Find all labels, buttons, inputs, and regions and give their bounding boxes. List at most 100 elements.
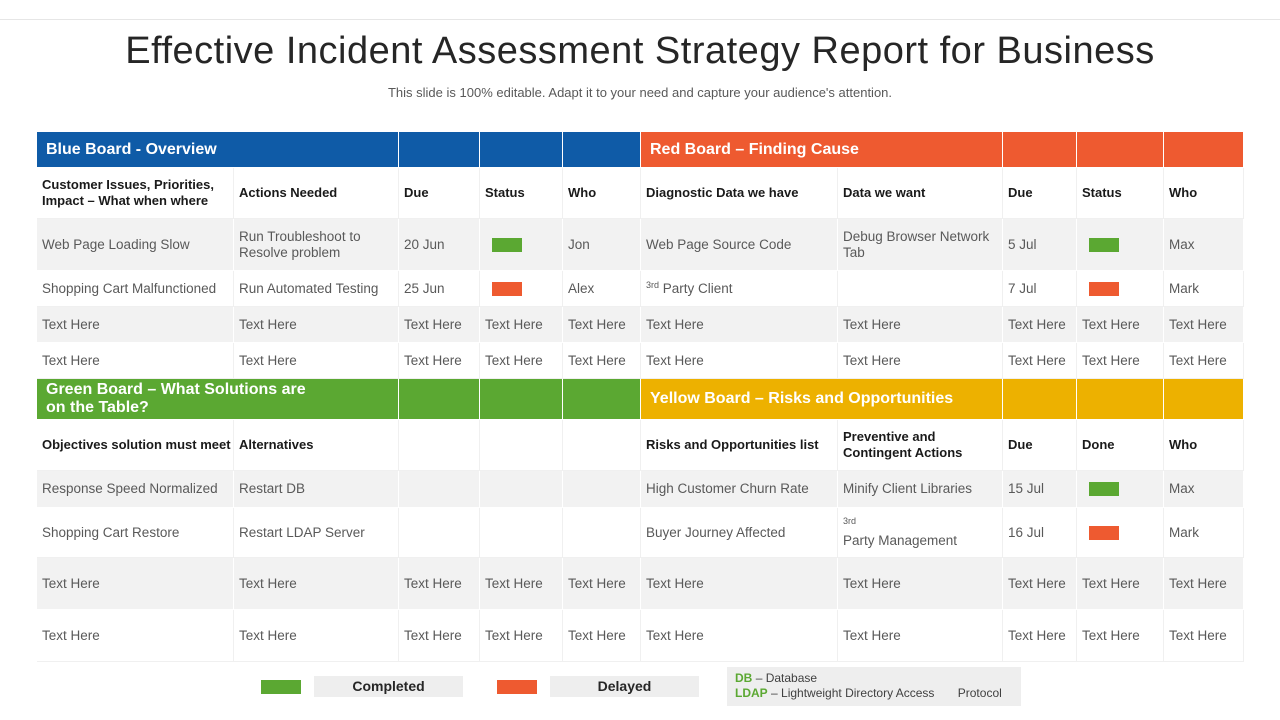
yellow-board-header: Yellow Board – Risks and Opportunities [641,379,1003,420]
table-cell: Run Troubleshoot to Resolve problem [234,219,399,271]
table-cell [838,271,1003,307]
empty-cell [563,420,641,471]
placeholder-cell: Text Here [641,610,838,662]
page-subtitle: This slide is 100% editable. Adapt it to… [387,85,893,100]
status-indicator [1089,482,1119,496]
table-cell: 3rd Party Client [641,271,838,307]
blue-board-header: Blue Board - Overview [37,132,399,168]
table-cell [1077,508,1164,558]
yellow-board-header-cell [1164,379,1244,420]
placeholder-cell: Text Here [1164,343,1244,379]
blue-board-header-cell [563,132,641,168]
table-cell [1077,219,1164,271]
placeholder-cell: Text Here [480,610,563,662]
table-cell: Minify Client Libraries [838,471,1003,508]
table-cell: Restart LDAP Server [234,508,399,558]
placeholder-cell: Text Here [1003,558,1077,610]
table-cell: High Customer Churn Rate [641,471,838,508]
green-board-header-cell [480,379,563,420]
table-cell: Mark [1164,271,1244,307]
table-cell: 25 Jun [399,271,480,307]
column-header-who: Who [563,168,641,219]
placeholder-cell: Text Here [399,307,480,343]
placeholder-cell: Text Here [838,343,1003,379]
empty-cell [563,508,641,558]
column-header-objectives: Objectives solution must meet [37,420,234,471]
column-header-due: Due [399,168,480,219]
legend-completed-swatch [261,680,301,694]
status-indicator [492,237,522,252]
column-header-status: Status [480,168,563,219]
status-indicator [1089,237,1119,252]
table-cell: 5 Jul [1003,219,1077,271]
table-cell: Shopping Cart Restore [37,508,234,558]
placeholder-cell: Text Here [234,558,399,610]
table-cell: 20 Jun [399,219,480,271]
table-cell [480,219,563,271]
cell-text: Party Management [843,532,958,548]
table-cell [480,271,563,307]
table-cell: Alex [563,271,641,307]
placeholder-cell: Text Here [1164,558,1244,610]
placeholder-cell: Text Here [399,610,480,662]
table-cell [1077,471,1164,508]
top-divider [0,19,1280,20]
yellow-board-header-cell [1077,379,1164,420]
placeholder-cell: Text Here [563,307,641,343]
placeholder-cell: Text Here [399,558,480,610]
placeholder-cell: Text Here [480,307,563,343]
placeholder-cell: Text Here [234,343,399,379]
placeholder-cell: Text Here [838,558,1003,610]
placeholder-cell: Text Here [399,343,480,379]
placeholder-cell: Text Here [641,343,838,379]
column-header-due-2: Due [1003,168,1077,219]
status-indicator [492,281,522,296]
table-cell: Max [1164,219,1244,271]
column-header-who-2: Who [1164,168,1244,219]
table-cell: Max [1164,471,1244,508]
column-header-due-3: Due [1003,420,1077,471]
column-header-preventive: Preventive and Contingent Actions [838,420,1003,471]
status-indicator [1089,281,1119,296]
column-header-issues: Customer Issues, Priorities, Impact – Wh… [37,168,234,219]
placeholder-cell: Text Here [1003,610,1077,662]
empty-cell [399,420,480,471]
abbreviation-ldap: LDAP – Lightweight Directory Access Prot… [735,686,1002,700]
blue-board-header-cell [480,132,563,168]
table-cell: Restart DB [234,471,399,508]
placeholder-cell: Text Here [37,610,234,662]
yellow-board-header-cell [1003,379,1077,420]
red-board-header-cell [1003,132,1077,168]
placeholder-cell: Text Here [37,307,234,343]
red-board-header: Red Board – Finding Cause [641,132,1003,168]
cell-text: Party Client [659,280,733,296]
table-cell: Response Speed Normalized [37,471,234,508]
placeholder-cell: Text Here [1164,307,1244,343]
abbreviations-box: DB – Database LDAP – Lightweight Directo… [727,667,1021,706]
table-cell: 15 Jul [1003,471,1077,508]
table-cell: Shopping Cart Malfunctioned [37,271,234,307]
green-board-header-cell [563,379,641,420]
empty-cell [563,471,641,508]
placeholder-cell: Text Here [37,558,234,610]
column-header-diagnostic-data: Diagnostic Data we have [641,168,838,219]
column-header-who-3: Who [1164,420,1244,471]
placeholder-cell: Text Here [480,343,563,379]
status-indicator [1089,525,1119,540]
table-cell: 3rd Party Management [838,508,1003,558]
column-header-data-we-want: Data we want [838,168,1003,219]
table-cell: Buyer Journey Affected [641,508,838,558]
green-board-header: Green Board – What Solutions are on the … [37,379,399,420]
superscript: 3rd [843,515,857,526]
placeholder-cell: Text Here [234,610,399,662]
placeholder-cell: Text Here [563,558,641,610]
red-board-header-cell [1164,132,1244,168]
table-cell: 7 Jul [1003,271,1077,307]
column-header-done: Done [1077,420,1164,471]
column-header-actions: Actions Needed [234,168,399,219]
table-cell [1077,271,1164,307]
empty-cell [480,471,563,508]
placeholder-cell: Text Here [234,307,399,343]
green-board-header-cell [399,379,480,420]
superscript: 3rd [646,279,660,290]
